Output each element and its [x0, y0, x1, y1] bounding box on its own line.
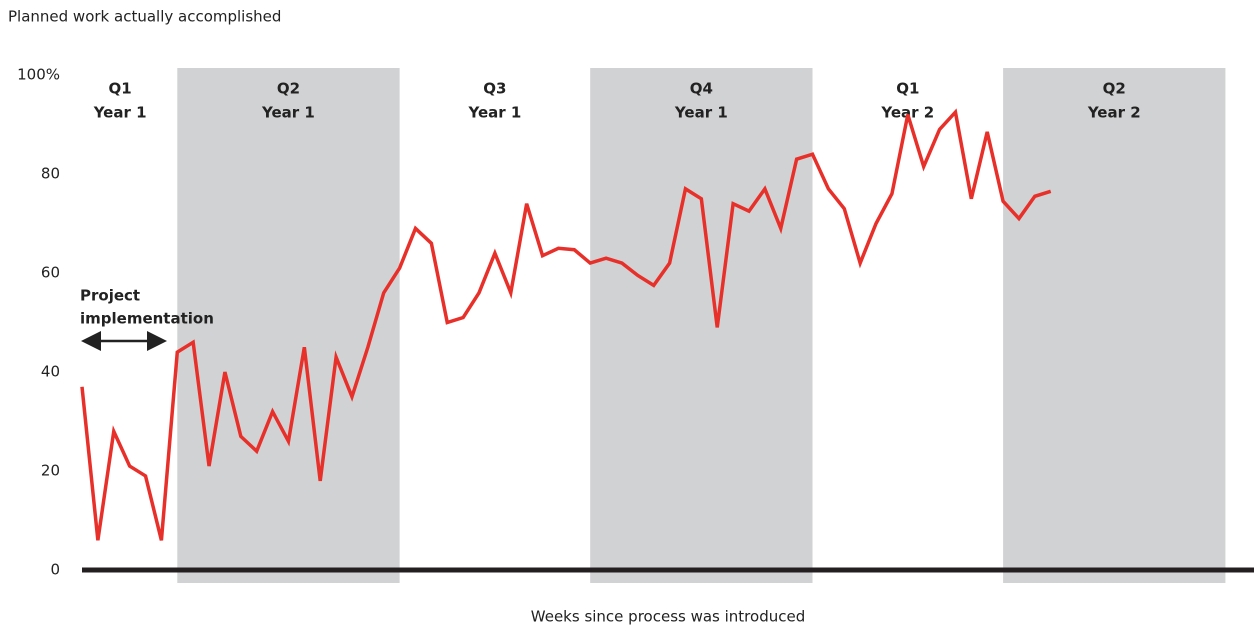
y-tick-label: 60 — [41, 264, 60, 282]
band-label: Year 2 — [1087, 104, 1141, 122]
band-label: Q2 — [277, 80, 300, 98]
band-label: Year 1 — [467, 104, 521, 122]
data-line — [80, 108, 1052, 541]
y-tick-label: 80 — [41, 165, 60, 183]
band-label: Year 1 — [261, 104, 315, 122]
quarter-band — [1003, 68, 1226, 583]
band-label: Q1 — [896, 80, 919, 98]
y-tick-label: 0 — [50, 561, 60, 579]
band-label: Year 1 — [93, 104, 147, 122]
band-label: Year 1 — [674, 104, 728, 122]
annotation: Project — [80, 287, 140, 305]
x-axis-label: Weeks since process was introduced — [531, 608, 805, 626]
band-label: Q3 — [483, 80, 506, 98]
quarter-band — [177, 68, 400, 583]
band-label: Q1 — [109, 80, 132, 98]
annotation: implementation — [80, 310, 214, 328]
band-label: Year 2 — [880, 104, 934, 122]
quarter-band — [590, 68, 813, 583]
chart-title: Planned work actually accomplished — [8, 8, 281, 26]
y-tick-label: 40 — [41, 363, 60, 381]
band-label: Q4 — [690, 80, 713, 98]
y-tick-label: 20 — [41, 462, 60, 480]
bands — [177, 68, 1226, 583]
y-tick-label: 100% — [17, 66, 60, 84]
band-label: Q2 — [1103, 80, 1126, 98]
